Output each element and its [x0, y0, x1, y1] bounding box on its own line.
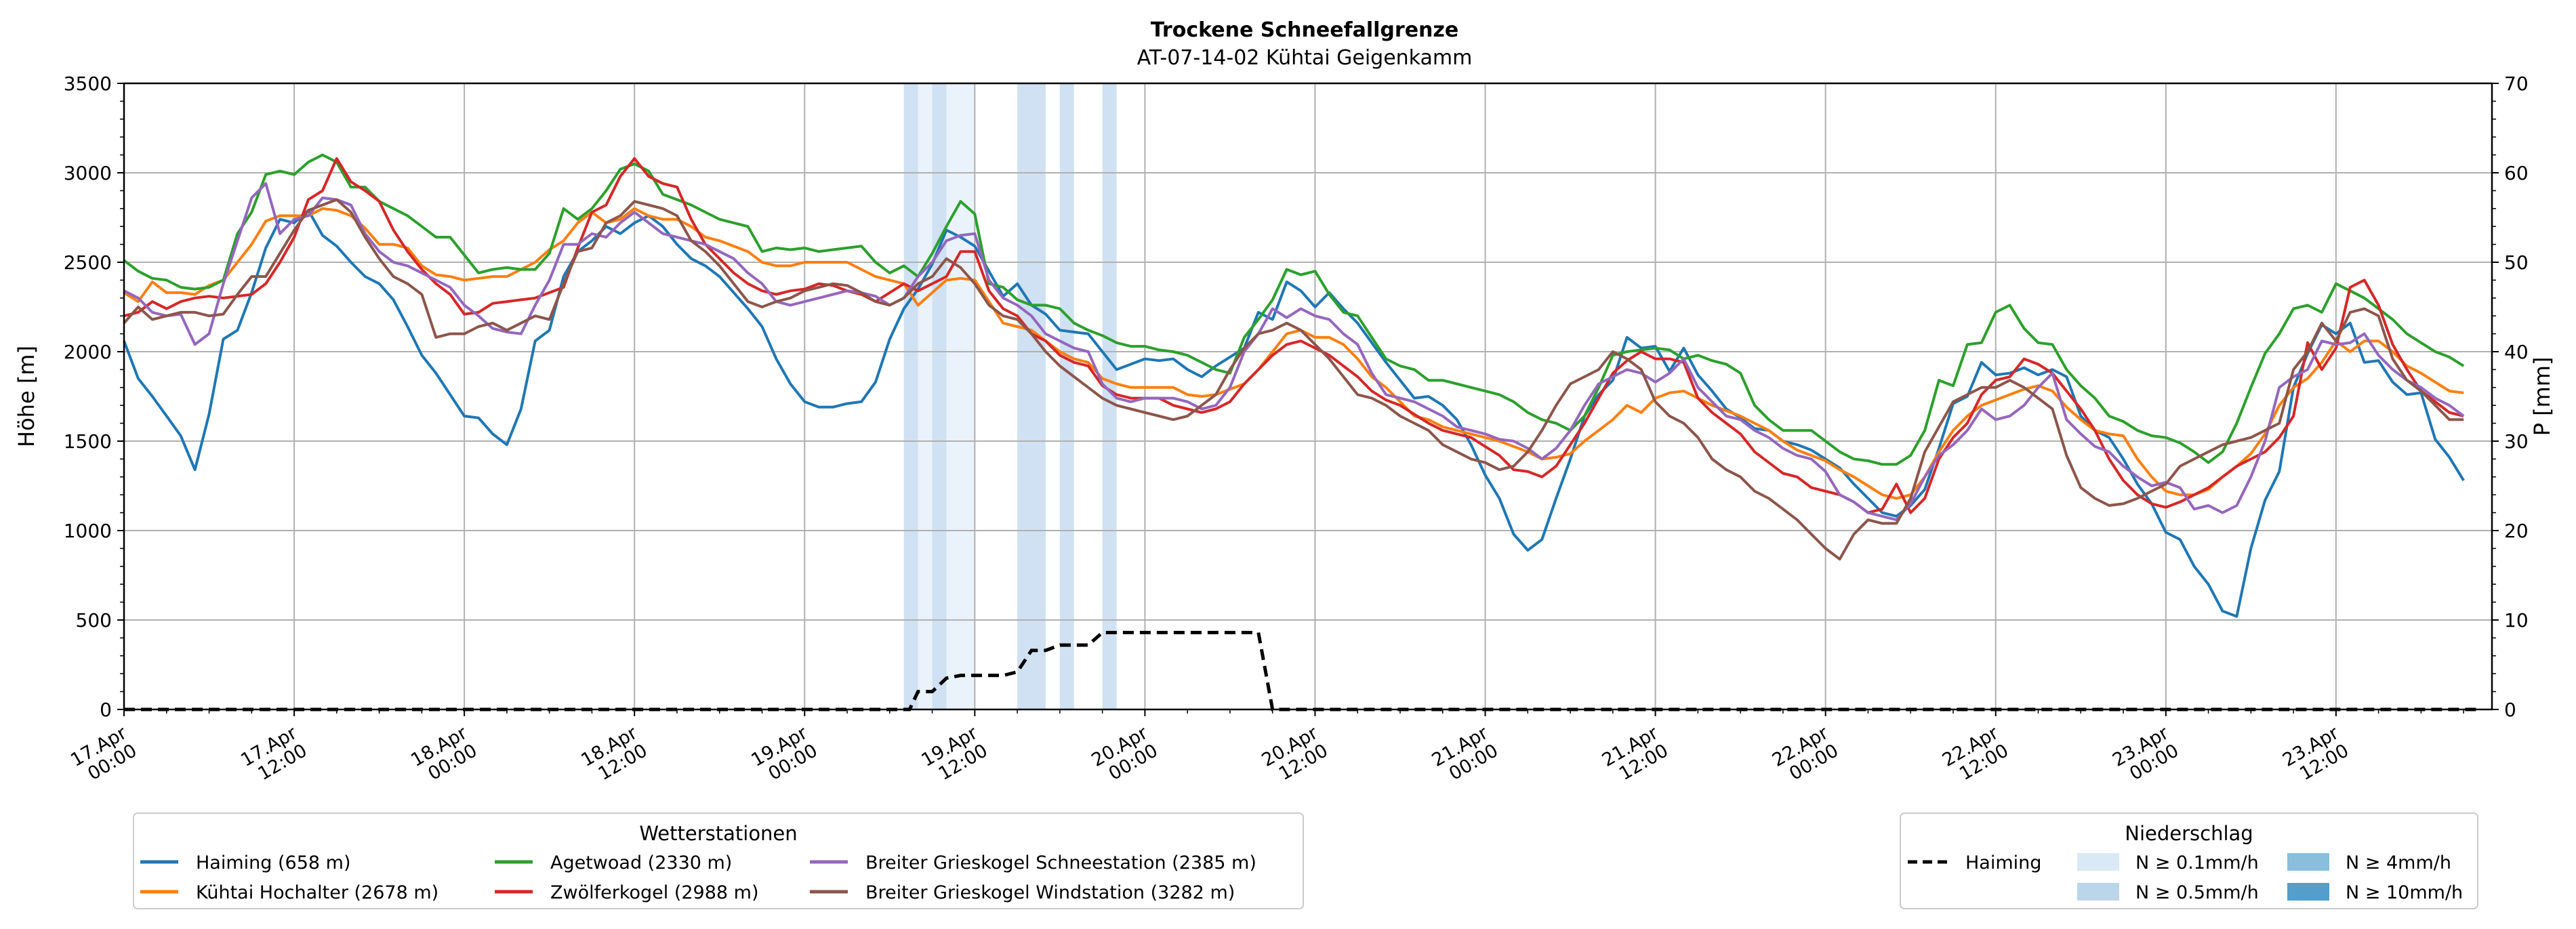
y-axis-label: Höhe [m] — [14, 346, 39, 447]
y2-tick-label-2: 20 — [2504, 520, 2529, 542]
legend-precip-label-3: N ≥ 10mm/h — [2346, 882, 2463, 903]
precip-band-4 — [1017, 83, 1046, 709]
series-line-1 — [123, 207, 2464, 500]
y-tick-label-5: 2500 — [64, 251, 112, 274]
chart-subtitle: AT-07-14-02 Kühtai Geigenkamm — [1137, 46, 1473, 70]
y-tick-label-0: 0 — [100, 699, 112, 721]
series-line-3 — [123, 157, 2464, 514]
legend-precip-swatch-1 — [2077, 883, 2119, 901]
plot-frame — [123, 82, 2493, 711]
y2-tick-label-0: 0 — [2504, 699, 2516, 721]
grid — [123, 83, 2492, 710]
legend-precip-label-2: N ≥ 4mm/h — [2346, 852, 2451, 873]
y2-axis-label: P [mm] — [2529, 357, 2555, 436]
series-line-0 — [123, 209, 2465, 618]
y2-tick-label-3: 30 — [2504, 430, 2529, 453]
series-lines — [123, 153, 2478, 711]
precip-band-5 — [1059, 83, 1074, 709]
series-line-5 — [123, 198, 2464, 561]
precip-band-1 — [918, 83, 933, 709]
legend-station-label-2: Agetwoad (2330 m) — [550, 852, 732, 873]
y-tick-label-3: 1500 — [64, 430, 112, 453]
y2-tick-label-7: 70 — [2504, 73, 2529, 95]
y-axis-left: 0 500 1000 1500 2000 2500 3000 3500 — [64, 73, 124, 721]
y-tick-label-6: 3000 — [64, 162, 112, 184]
legend-stations-title: Wetterstationen — [639, 822, 797, 845]
y2-tick-label-4: 40 — [2504, 341, 2529, 363]
precip-bands — [903, 83, 1117, 709]
legend-precip-swatch-2 — [2287, 853, 2329, 871]
legend-precip-label-0: N ≥ 0.1mm/h — [2135, 852, 2259, 873]
precip-band-6 — [1102, 83, 1117, 709]
precip-band-0 — [903, 83, 918, 709]
y2-tick-label-1: 10 — [2504, 609, 2529, 632]
legend-station-label-3: Zwölferkogel (2988 m) — [550, 882, 759, 903]
y2-tick-label-6: 60 — [2504, 162, 2529, 184]
precip-band-3 — [946, 83, 975, 709]
legend-precip: Niederschlag Haiming N ≥ 0.1mm/h N ≥ 0.5m… — [1900, 812, 2478, 909]
chart-title: Trockene Schneefallgrenze — [1151, 18, 1458, 42]
y-tick-label-4: 2000 — [64, 341, 112, 363]
legend-precip-swatch-3 — [2287, 883, 2329, 901]
legend-stations: Wetterstationen Haiming (658 m) Kühtai Ho… — [133, 812, 1304, 909]
legend-station-label-0: Haiming (658 m) — [196, 852, 350, 873]
precip-band-2 — [932, 83, 947, 709]
series-line-4 — [123, 182, 2465, 522]
y-axis-right: 0 10 20 30 40 50 60 70 — [2492, 73, 2529, 721]
y-tick-label-1: 500 — [76, 609, 112, 632]
legend-precip-line-label: Haiming — [1965, 852, 2041, 873]
y-tick-label-7: 3500 — [64, 73, 112, 95]
legend-precip-title: Niederschlag — [2125, 822, 2253, 845]
legend-station-label-4: Breiter Grieskogel Schneestation (2385 m… — [865, 852, 1256, 873]
legend-station-label-5: Breiter Grieskogel Windstation (3282 m) — [865, 882, 1235, 903]
legend-precip-swatch-0 — [2077, 853, 2119, 871]
y-tick-label-2: 1000 — [64, 520, 112, 542]
legend-precip-label-1: N ≥ 0.5mm/h — [2135, 882, 2259, 903]
series-line-2 — [123, 153, 2465, 466]
y2-tick-label-5: 50 — [2504, 251, 2529, 274]
legend-station-label-1: Kühtai Hochalter (2678 m) — [196, 882, 438, 903]
precip-line-haiming — [124, 631, 2478, 711]
